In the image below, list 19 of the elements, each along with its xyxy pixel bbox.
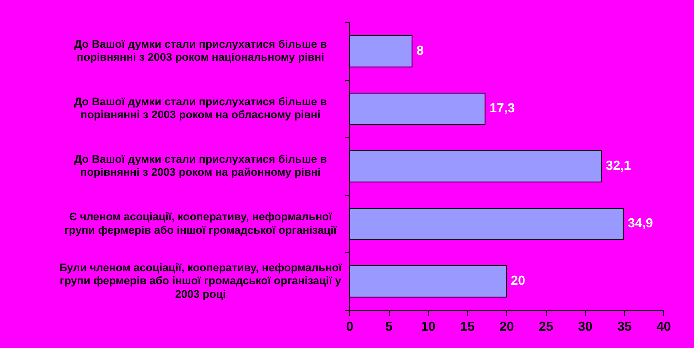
x-tick-label: 25 [539,318,554,334]
x-tick-label: 20 [500,318,514,334]
data-label: 20 [511,273,526,288]
x-tick-label: 0 [346,318,354,334]
x-tick-label: 35 [618,318,632,334]
x-tick-label: 40 [656,318,672,334]
y-tick-label: Були членом асоціації, кооперативу, неформальної групи фермерів або іншої громадської організації у 2003 році [59,262,343,301]
data-label: 32,1 [606,158,632,174]
x-tick-label: 30 [578,318,593,334]
data-label: 34,9 [628,216,654,231]
x-tick-label: 10 [421,318,436,334]
y-tick-label: До Вашої думки стали прислухатися більше в порівнянні з 2003 роком національному рівні [74,38,328,64]
x-tick-label: 5 [386,318,393,334]
y-tick-label: До Вашої думки стали прислухатися більше в порівнянні з 2003 роком на обласному рівні [74,96,328,122]
y-tick-label: До Вашої думки стали прислухатися більше в порівнянні з 2003 роком на районному рівні [74,154,328,180]
data-label: 8 [416,43,424,58]
y-tick-label: Є членом асоціації, кооперативу, неформальної групи фермерів або іншої громадської організації [64,212,338,237]
x-tick-label: 15 [460,318,475,334]
data-label: 17,3 [490,100,516,116]
